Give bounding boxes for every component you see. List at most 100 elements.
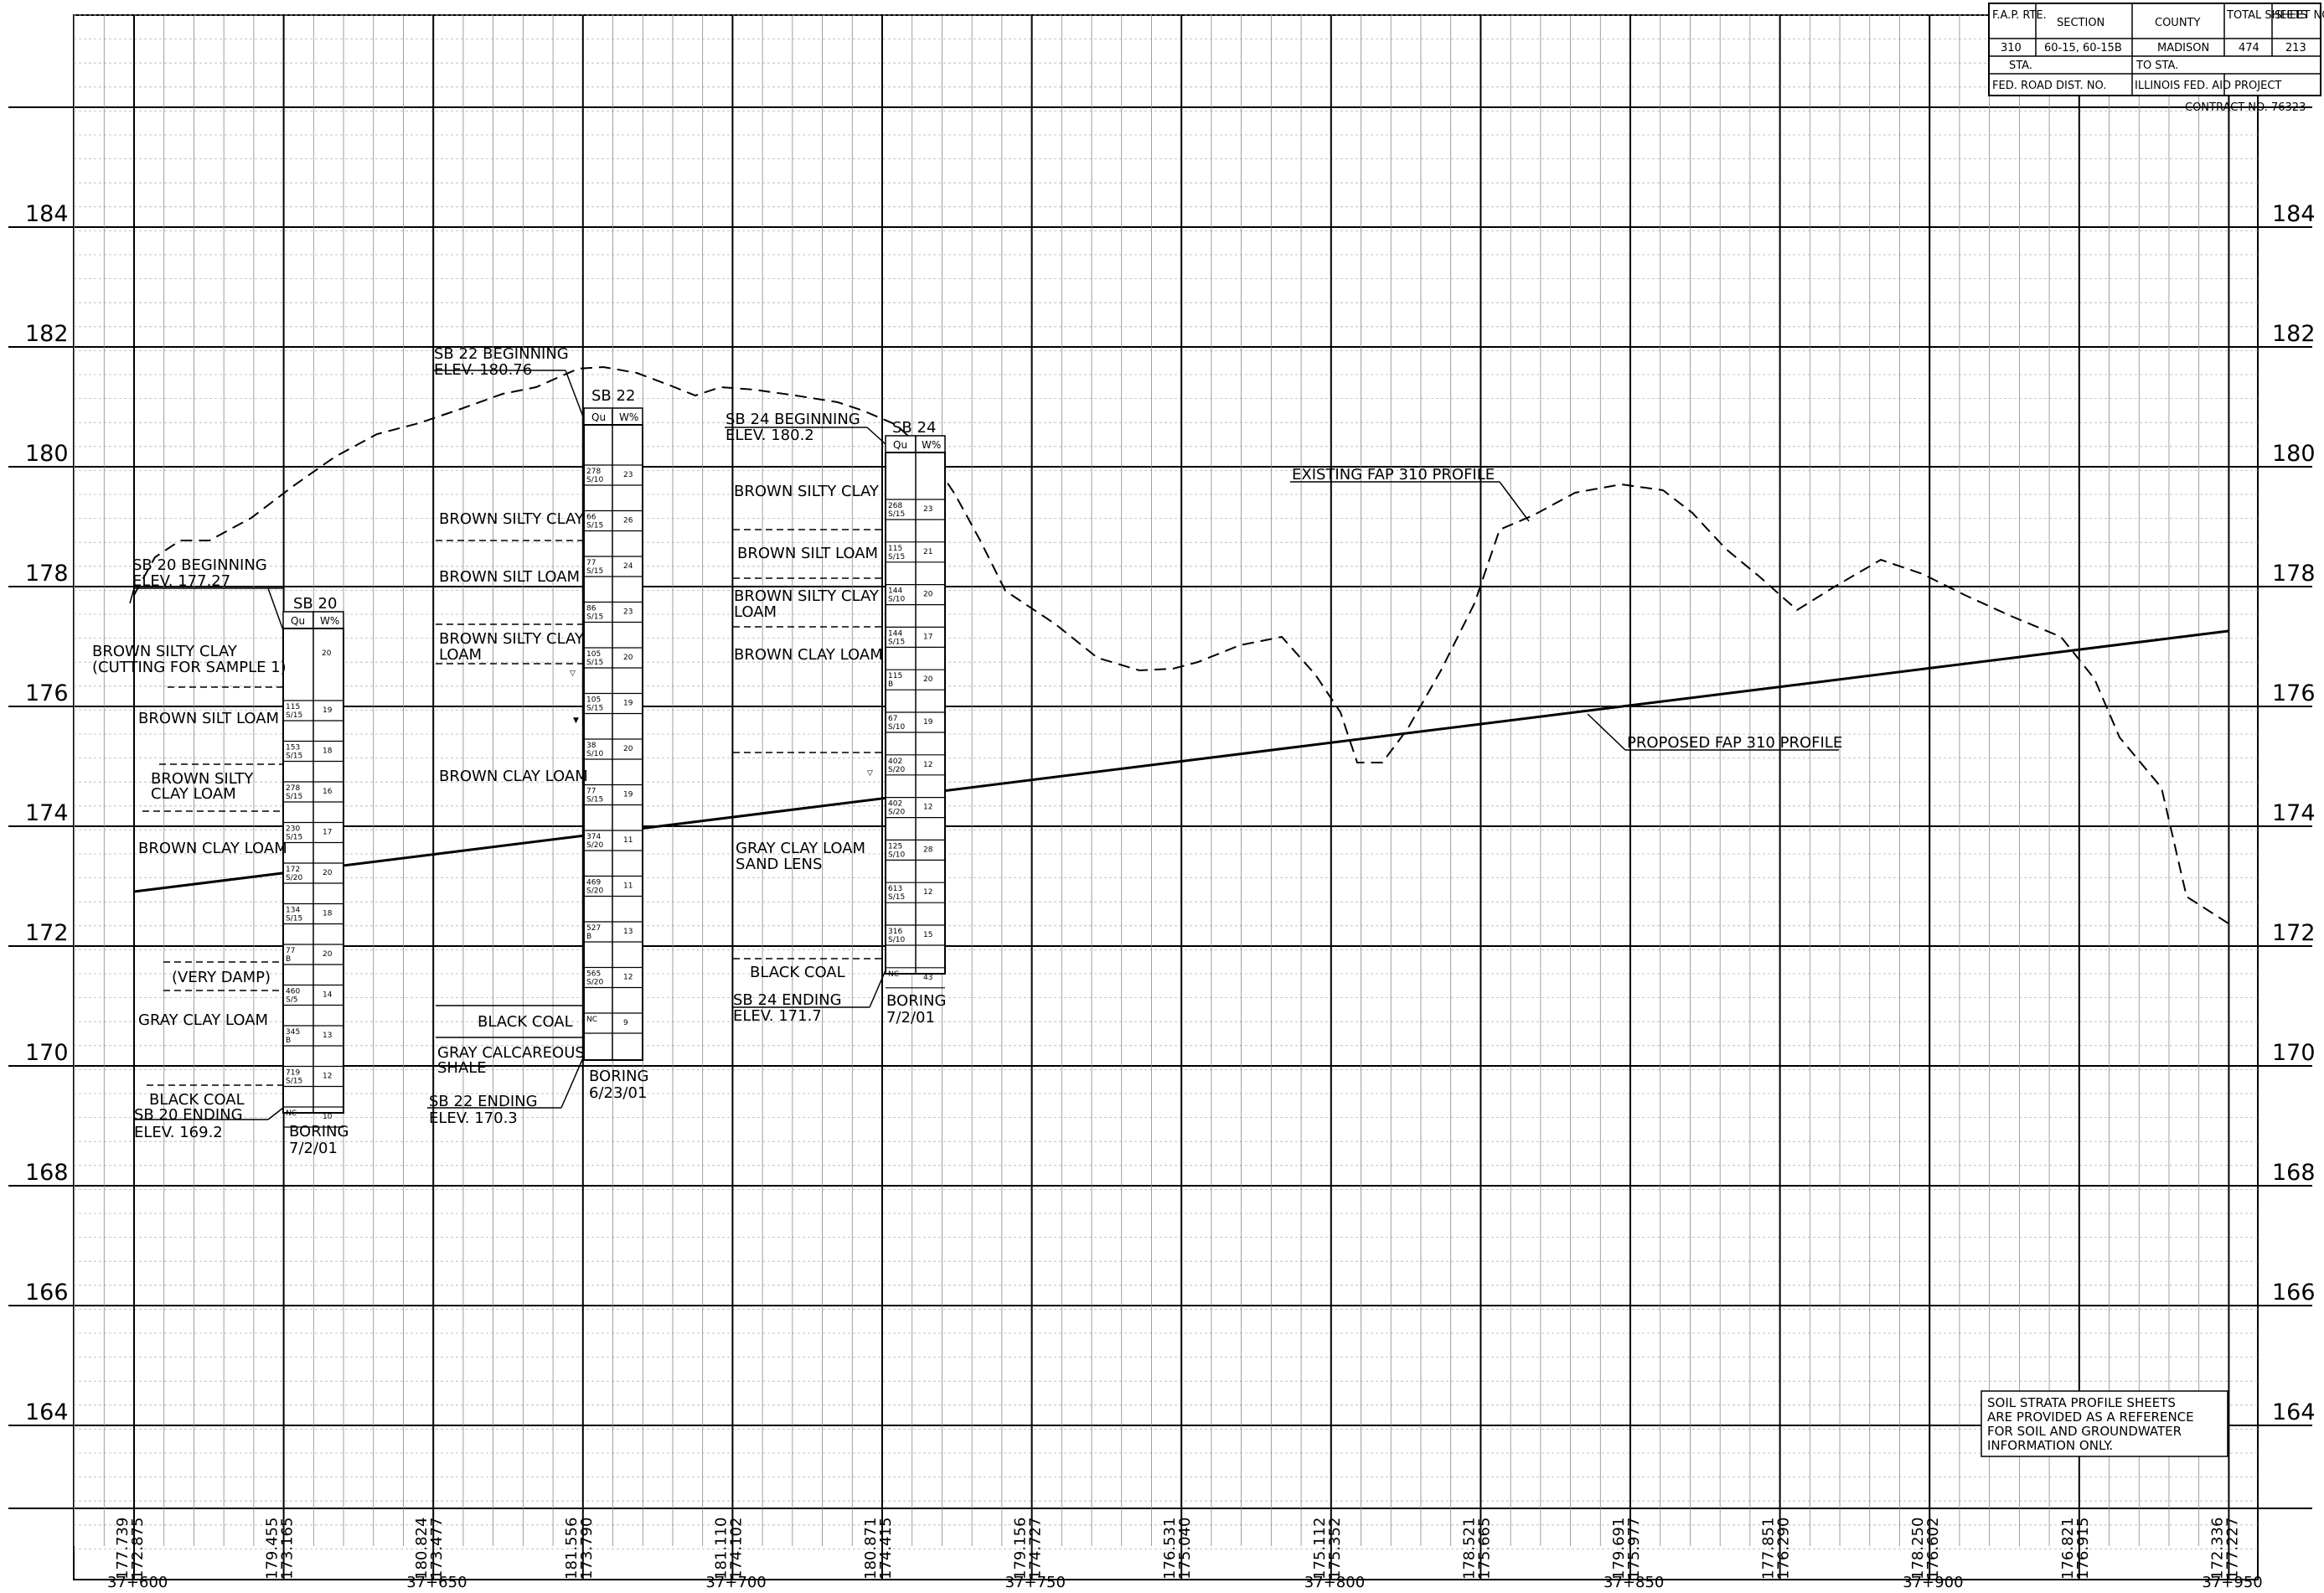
station-proposed-elev: 175.352 [1326, 1518, 1344, 1580]
sample-w: 20 [623, 745, 633, 753]
sample-qu-detail: S/15 [888, 638, 905, 646]
elevation-label-right: 172 [2272, 920, 2316, 946]
sb20-sample-cells: 115S/1519153S/1518278S/1516230S/1517172S… [283, 700, 343, 1128]
station-proposed-elev: 175.665 [1475, 1518, 1493, 1580]
sample-qu: 105 [586, 696, 601, 705]
tb-sta: STA. [2009, 59, 2032, 72]
sample-w: 20 [323, 950, 333, 959]
sample-qu-detail: S/15 [586, 567, 603, 576]
sample-w: 12 [623, 974, 633, 982]
elevation-label-left: 182 [25, 321, 69, 347]
sample-w: 16 [323, 788, 333, 796]
sample-qu: 144 [888, 629, 902, 638]
sample-qu: 268 [888, 502, 902, 510]
sample-w: 18 [323, 747, 333, 756]
disclaimer-line-2: ARE PROVIDED AS A REFERENCE [1987, 1409, 2194, 1425]
existing-profile-line [133, 365, 2229, 924]
sb20-stratum-1: BROWN SILTY CLAY [92, 643, 238, 660]
elevation-label-left: 176 [25, 680, 69, 706]
station-proposed-elev: 174.727 [1027, 1518, 1045, 1580]
station-existing-elev: 176.821 [2059, 1518, 2077, 1580]
proposed-profile-text: PROPOSED FAP 310 PROFILE [1627, 734, 1842, 752]
station-existing-elev: 176.531 [1161, 1518, 1179, 1580]
sample-w: 10 [323, 1113, 333, 1121]
proposed-profile-label: PROPOSED FAP 310 PROFILE [1587, 713, 1842, 752]
sb20-stratum-1b: (CUTTING FOR SAMPLE 1) [92, 659, 287, 676]
sb24-col-w: W% [922, 439, 941, 451]
sb24-stratum-6: BLACK COAL [750, 964, 845, 981]
sample-w: 19 [923, 718, 933, 727]
sample-qu-detail: S/15 [586, 796, 603, 804]
sb24-begin-elev: ELEV. 180.2 [726, 427, 814, 444]
sample-w: 20 [623, 654, 633, 662]
sample-qu-detail: S/20 [586, 979, 603, 987]
sample-qu-detail: S/15 [286, 1078, 302, 1086]
boring-sb20: Qu W% SB 20 20 115S/1519153S/1518278S/15… [92, 556, 349, 1157]
profile-grid [8, 14, 2312, 1580]
sb24-end: SB 24 ENDING [733, 991, 842, 1009]
station-proposed-elev: 174.415 [877, 1518, 895, 1580]
sb22-name: SB 22 [591, 387, 635, 405]
sb22-stratum-6: GRAY CALCAREOUS [437, 1044, 585, 1062]
sample-w: 23 [623, 608, 633, 617]
sample-qu-detail: S/5 [286, 996, 297, 1005]
sample-w: 19 [623, 791, 633, 799]
sample-w: 20 [923, 591, 933, 599]
sample-w: 21 [923, 548, 932, 556]
sample-w: 43 [923, 974, 932, 982]
tb-head-rte: F.A.P. RTE. [1992, 9, 2047, 22]
sample-w: 13 [323, 1032, 332, 1040]
elevation-label-right: 166 [2272, 1280, 2316, 1306]
elevation-scale-left: 184 182 180 178 176 174 172 170 168 166 164 [25, 201, 69, 1425]
sample-qu: 134 [286, 907, 300, 915]
sample-w: 20 [323, 869, 333, 877]
station-existing-elev: 177.851 [1760, 1518, 1778, 1580]
boring-sb24: Qu W% SB 24 268S/1523115S/1521144S/10201… [725, 411, 946, 1027]
sb20-stratum-3b: CLAY LOAM [151, 785, 236, 803]
sample-w: 12 [923, 888, 932, 897]
sb22-stratum-6b: SHALE [437, 1059, 487, 1077]
sample-qu-detail: S/15 [286, 834, 302, 842]
station-existing-elev: 179.156 [1012, 1518, 1030, 1580]
sample-w: 20 [923, 675, 933, 684]
disclaimer-line-4: INFORMATION ONLY. [1987, 1438, 2113, 1453]
sample-qu: 77 [286, 947, 295, 955]
station-label: 37+600 [107, 1574, 168, 1591]
station-existing-elev: 180.824 [413, 1518, 431, 1580]
tb-project: ILLINOIS FED. AID PROJECT [2135, 80, 2281, 92]
sb22-water-mark-2: ▼ [573, 716, 579, 725]
sb24-water-mark: ▽ [867, 769, 873, 778]
sb22-stratum-3: BROWN SILTY CLAY [439, 630, 585, 648]
elevation-label-right: 178 [2272, 561, 2316, 587]
sb22-stratum-4: BROWN CLAY LOAM [439, 768, 588, 785]
sample-w: 23 [923, 505, 932, 514]
sb22-date: 6/23/01 [589, 1084, 647, 1102]
elevation-label-right: 184 [2272, 201, 2316, 227]
sb24-col-qu: Qu [893, 439, 907, 451]
station-proposed-elev: 176.915 [2074, 1518, 2092, 1580]
sample-w: 17 [923, 633, 932, 641]
sample-qu: 125 [888, 842, 902, 851]
sample-qu-detail: S/15 [888, 893, 905, 902]
sample-qu: 66 [586, 514, 596, 522]
title-block: F.A.P. RTE. SECTION COUNTY TOTAL SHEETS … [1988, 3, 2324, 114]
sample-qu-detail: S/15 [586, 522, 603, 530]
sample-qu: 278 [286, 784, 300, 793]
station-existing-elev: 172.336 [2208, 1518, 2226, 1580]
station-label: 37+950 [2202, 1574, 2262, 1591]
sb20-stratum-5: (VERY DAMP) [172, 969, 271, 986]
elevation-label-left: 170 [25, 1040, 69, 1066]
tb-val-section: 60-15, 60-15B [2044, 42, 2122, 54]
sb20-begin: SB 20 BEGINNING [132, 556, 267, 574]
existing-profile-text: EXISTING FAP 310 PROFILE [1292, 466, 1495, 484]
sb20-date-label: BORING [289, 1123, 349, 1140]
tb-head-sheet: SHEET NO. [2275, 9, 2324, 22]
station-existing-elev: 181.110 [712, 1518, 730, 1580]
station-proposed-elev: 174.102 [727, 1518, 745, 1580]
sample-w: 11 [623, 836, 633, 845]
sample-qu: 565 [586, 970, 601, 979]
station-proposed-elev: 176.602 [1924, 1518, 1942, 1580]
sample-qu: 115 [888, 545, 902, 553]
disclaimer-line-3: FOR SOIL AND GROUNDWATER [1987, 1424, 2182, 1439]
sb22-begin: SB 22 BEGINNING [434, 345, 569, 363]
